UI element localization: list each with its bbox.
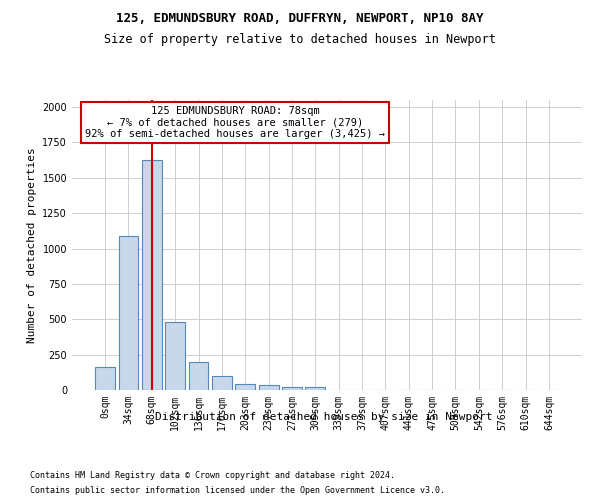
Text: Distribution of detached houses by size in Newport: Distribution of detached houses by size … (155, 412, 493, 422)
Bar (142, 160, 162, 390)
Text: Contains public sector information licensed under the Open Government Licence v3: Contains public sector information licen… (30, 486, 445, 495)
Bar (212, 376, 232, 390)
Bar (119, 236, 139, 390)
Bar (282, 387, 302, 390)
Y-axis label: Number of detached properties: Number of detached properties (27, 147, 37, 343)
Text: Contains HM Land Registry data © Crown copyright and database right 2024.: Contains HM Land Registry data © Crown c… (30, 471, 395, 480)
Text: Size of property relative to detached houses in Newport: Size of property relative to detached ho… (104, 32, 496, 46)
Text: 125 EDMUNDSBURY ROAD: 78sqm
← 7% of detached houses are smaller (279)
92% of sem: 125 EDMUNDSBURY ROAD: 78sqm ← 7% of deta… (85, 106, 385, 139)
Bar (259, 385, 278, 390)
Bar (95, 366, 115, 390)
Bar (235, 384, 255, 390)
Text: 125, EDMUNDSBURY ROAD, DUFFRYN, NEWPORT, NP10 8AY: 125, EDMUNDSBURY ROAD, DUFFRYN, NEWPORT,… (116, 12, 484, 26)
Bar (188, 362, 208, 390)
Bar (165, 322, 185, 390)
Bar (305, 387, 325, 390)
